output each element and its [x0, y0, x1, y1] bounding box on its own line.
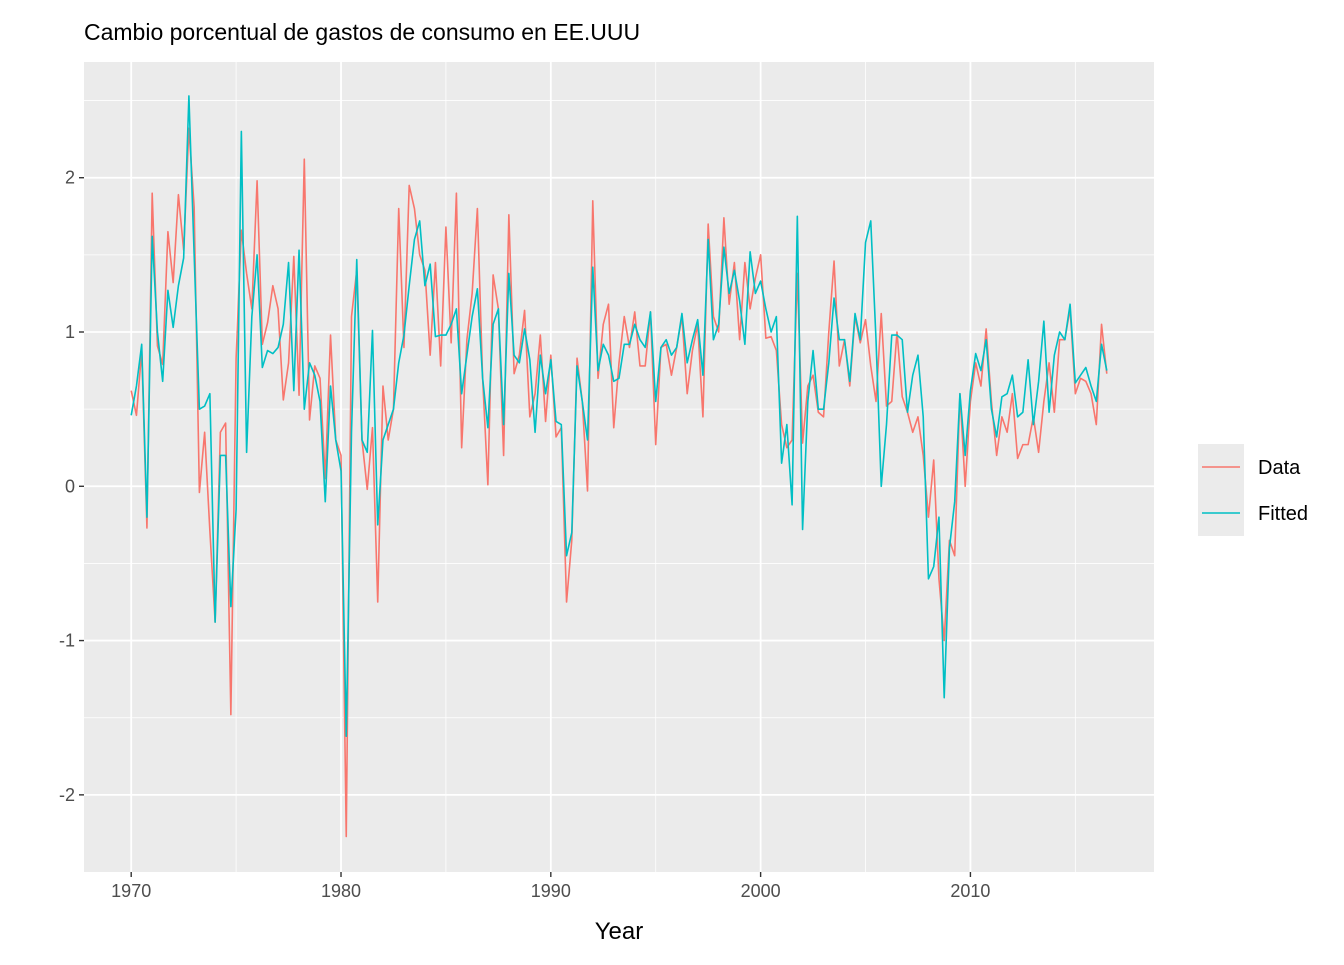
x-axis-title: Year [595, 918, 644, 945]
y-tick-label: -1 [59, 631, 75, 651]
y-axis: -2 -1 0 1 2 [59, 168, 84, 805]
x-tick-label: 2000 [741, 881, 781, 901]
series-lines [130, 95, 1108, 838]
legend-label-fitted: Fitted [1258, 503, 1308, 525]
legend-label-data: Data [1258, 457, 1301, 479]
x-tick-label: 1980 [321, 881, 361, 901]
gridlines [84, 62, 1154, 872]
y-tick-label: 0 [65, 476, 75, 496]
x-axis: 1970 1980 1990 2000 2010 [111, 872, 990, 901]
chart-title: Cambio porcentual de gastos de consumo e… [84, 19, 640, 45]
y-tick-label: 2 [65, 168, 75, 188]
series-line-fitted [130, 95, 1108, 738]
x-tick-label: 1970 [111, 881, 151, 901]
legend: Data Fitted [1198, 444, 1308, 536]
series-line-data [130, 127, 1108, 838]
x-tick-label: 2010 [950, 881, 990, 901]
y-tick-label: 1 [65, 322, 75, 342]
y-tick-label: -2 [59, 785, 75, 805]
plot-panel [84, 62, 1154, 872]
legend-key-background [1198, 444, 1244, 536]
x-tick-label: 1990 [531, 881, 571, 901]
